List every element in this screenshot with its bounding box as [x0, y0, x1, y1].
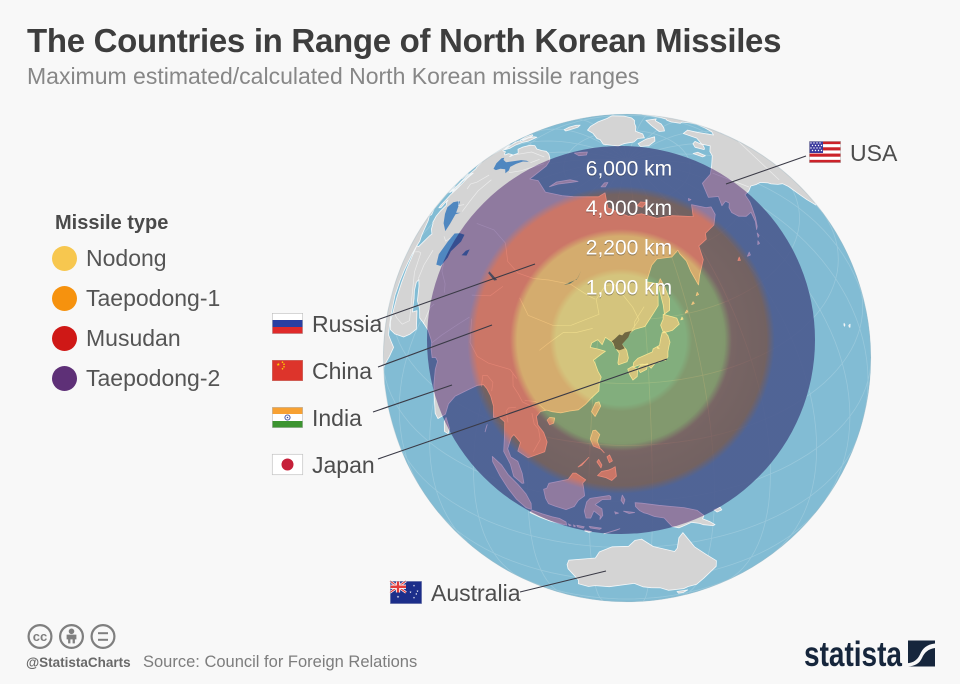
svg-text:6,000 km: 6,000 km	[586, 158, 672, 181]
svg-text:2,200 km: 2,200 km	[586, 237, 672, 260]
svg-text:4,000 km: 4,000 km	[586, 197, 672, 220]
svg-text:India: India	[312, 405, 362, 431]
svg-text:cc: cc	[33, 629, 47, 644]
svg-text:China: China	[312, 358, 372, 384]
svg-text:Australia: Australia	[431, 580, 521, 606]
svg-text:1,000 km: 1,000 km	[586, 277, 672, 300]
svg-text:Taepodong-2: Taepodong-2	[86, 365, 220, 391]
svg-text:USA: USA	[850, 140, 898, 166]
svg-text:Taepodong-1: Taepodong-1	[86, 285, 220, 311]
svg-text:Japan: Japan	[312, 452, 375, 478]
svg-text:@StatistaCharts: @StatistaCharts	[26, 655, 131, 670]
svg-text:Nodong: Nodong	[86, 245, 167, 271]
svg-text:Musudan: Musudan	[86, 325, 181, 351]
svg-text:2,200 km: 2,200 km	[586, 238, 672, 261]
svg-text:6,000 km: 6,000 km	[586, 159, 672, 182]
svg-text:Source: Council for Foreign Re: Source: Council for Foreign Relations	[143, 653, 417, 671]
svg-text:Missile type: Missile type	[55, 212, 168, 234]
svg-text:Russia: Russia	[312, 311, 383, 337]
svg-text:statista: statista	[804, 635, 902, 674]
svg-text:4,000 km: 4,000 km	[586, 198, 672, 221]
svg-text:1,000 km: 1,000 km	[586, 278, 672, 301]
